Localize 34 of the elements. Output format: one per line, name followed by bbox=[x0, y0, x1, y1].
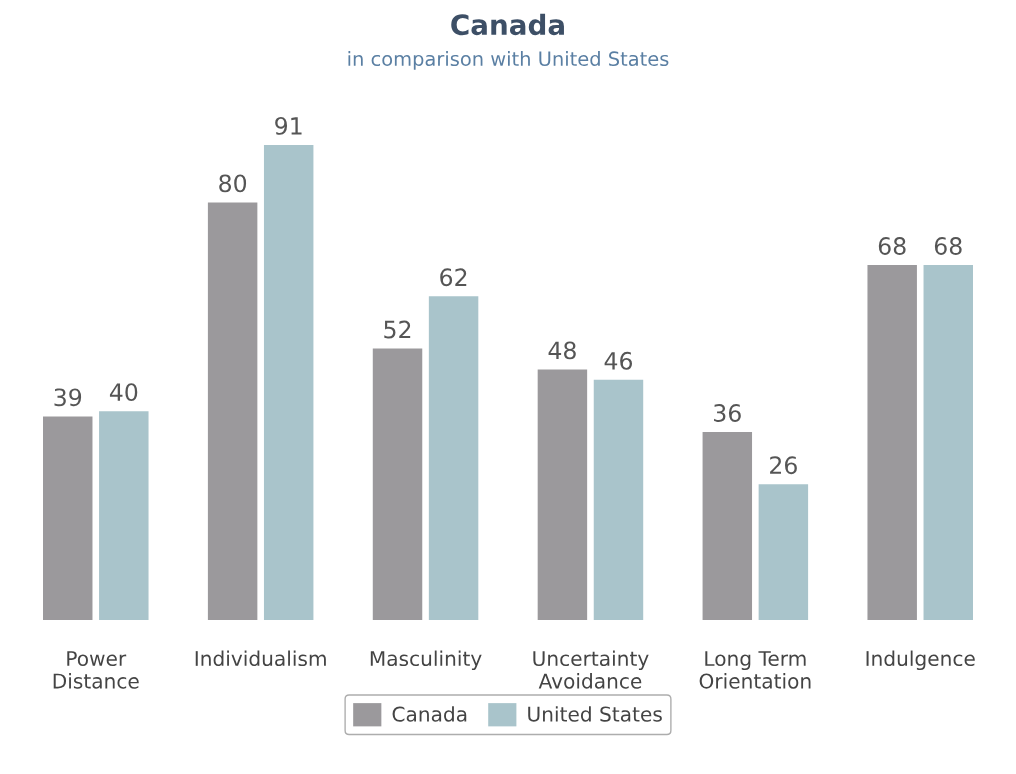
data-label: 46 bbox=[604, 351, 633, 370]
data-label: 48 bbox=[548, 341, 576, 360]
data-label: 91 bbox=[275, 116, 302, 135]
data-label: 26 bbox=[770, 456, 797, 475]
x-tick-label: Power Distance bbox=[53, 651, 139, 689]
legend-label: Canada bbox=[392, 706, 467, 722]
bar bbox=[758, 484, 809, 620]
bar bbox=[702, 432, 753, 620]
data-label: 36 bbox=[714, 404, 741, 422]
bar bbox=[43, 416, 93, 620]
bar bbox=[923, 265, 973, 620]
data-label: 68 bbox=[878, 237, 906, 255]
data-label: 39 bbox=[54, 388, 82, 407]
bar bbox=[593, 379, 644, 620]
chart-subtitle: in comparison with United States bbox=[348, 51, 669, 70]
bar bbox=[263, 144, 314, 620]
data-label: 40 bbox=[109, 383, 138, 402]
x-tick-label: Individualism bbox=[195, 650, 326, 667]
x-tick-label: Masculinity bbox=[370, 650, 482, 671]
data-label: 62 bbox=[440, 268, 467, 287]
data-label: 80 bbox=[219, 174, 247, 193]
legend-label: United States bbox=[528, 706, 662, 722]
bar bbox=[867, 265, 917, 620]
chart-title: Canada bbox=[451, 13, 564, 36]
bar bbox=[99, 411, 149, 620]
data-label: 68 bbox=[934, 237, 962, 255]
bar bbox=[207, 202, 258, 620]
bar bbox=[537, 369, 588, 620]
x-tick-label: Indulgence bbox=[866, 650, 975, 671]
x-tick-label: Long Term Orientation bbox=[699, 651, 811, 689]
bar bbox=[372, 348, 423, 620]
bar bbox=[428, 296, 479, 620]
x-tick-label: Uncertainty Avoidance bbox=[533, 650, 649, 689]
data-label: 52 bbox=[384, 320, 411, 339]
